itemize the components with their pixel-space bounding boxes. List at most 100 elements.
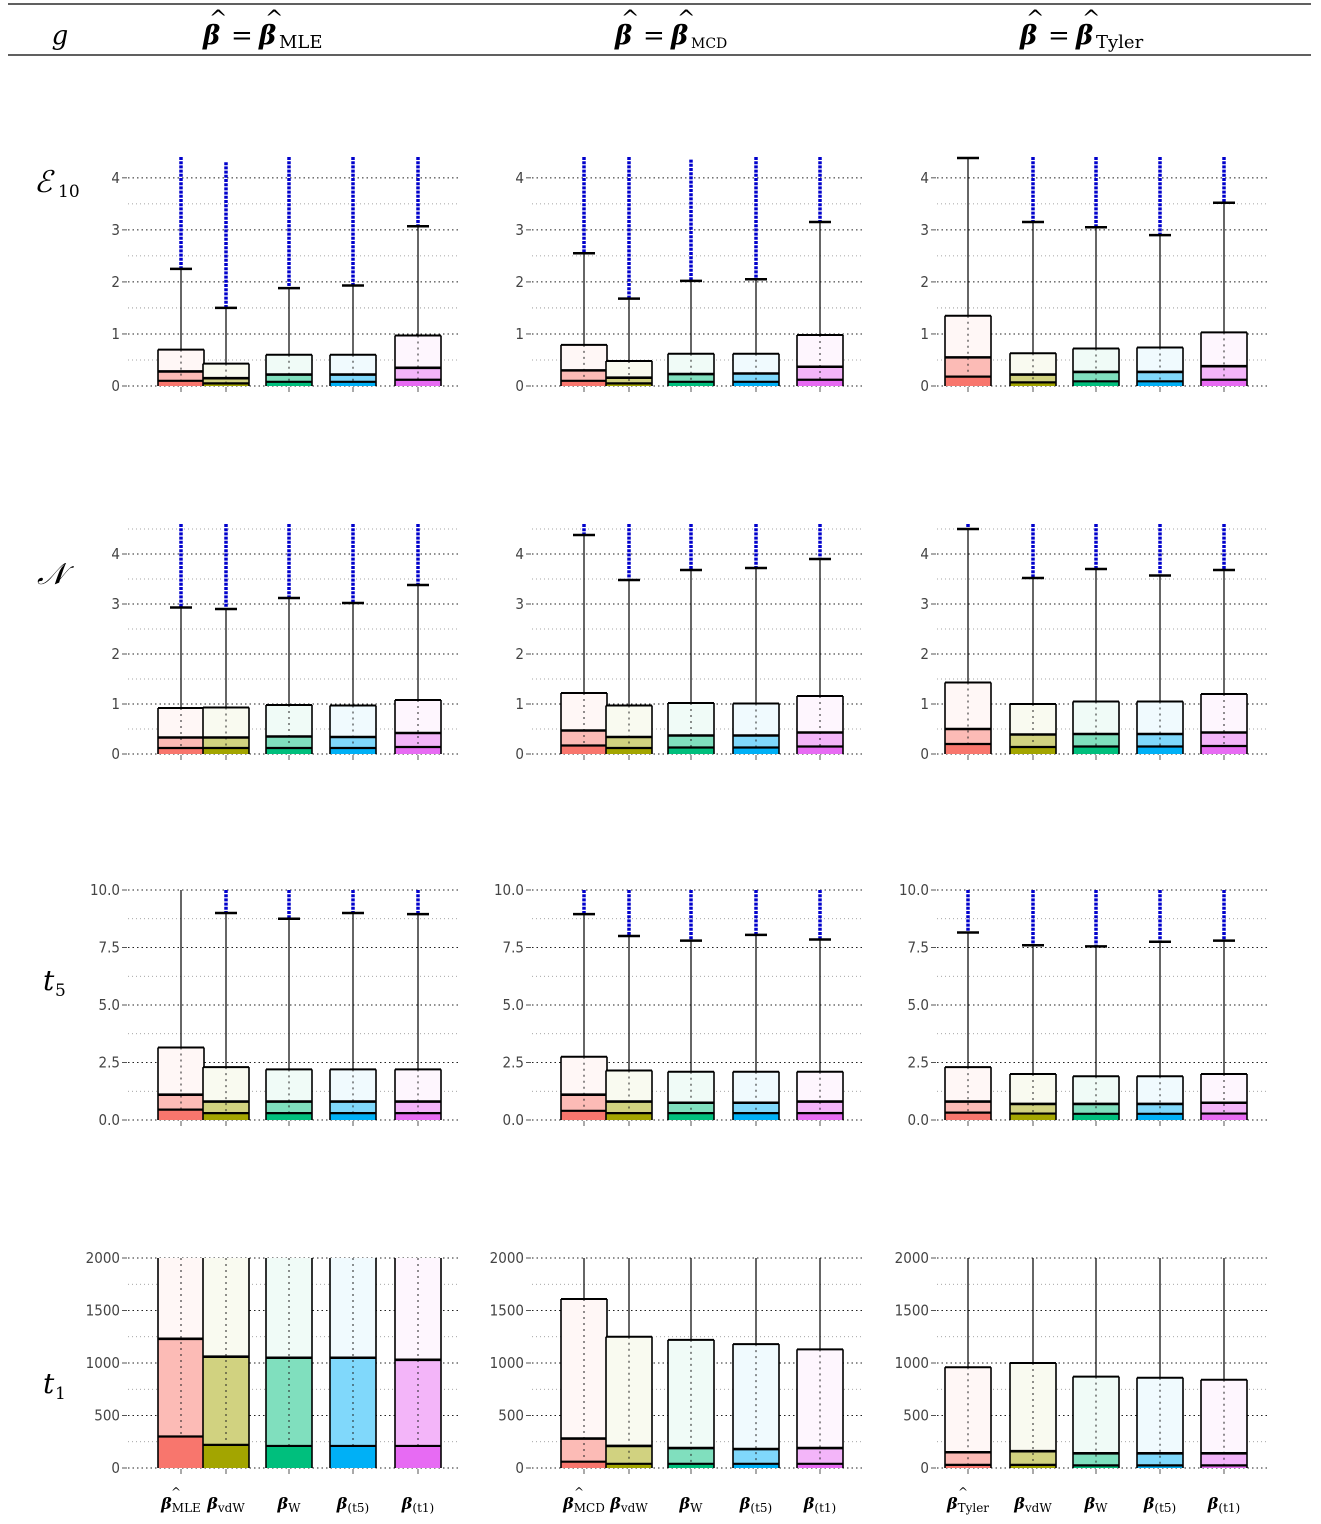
box-(t5): [1136, 524, 1184, 754]
box-vdW: [605, 890, 653, 1120]
x-label-sub: W: [288, 1501, 301, 1515]
y-tick-label: 2: [515, 645, 524, 663]
x-tick-label: β(t5): [1143, 1494, 1176, 1515]
box-upper-fill: [1073, 348, 1119, 372]
x-axis-labels: βMLE^βvdW βW β(t5) β(t1) βMCD^βvdW βW β(t5) β(t…: [160, 1485, 1240, 1515]
box-lower-fill: [266, 374, 312, 382]
x-tick-label: βvdW: [206, 1494, 245, 1515]
box-(t5): [732, 524, 780, 754]
box-bottom-fill: [203, 383, 249, 386]
box-first: [157, 1258, 205, 1468]
box-lower-fill: [1137, 1453, 1183, 1466]
y-tick-label: 2: [920, 273, 929, 291]
box-(t1): [1200, 890, 1248, 1120]
box-W: [667, 890, 715, 1120]
x-tick-label: β(t1): [401, 1494, 434, 1515]
y-tick-label: 5.0: [99, 996, 120, 1014]
header-hat-accent: ^: [677, 7, 695, 32]
x-label-sub: (t5): [1154, 1501, 1176, 1515]
box-first: [157, 524, 205, 754]
header-beta-hat: β: [614, 21, 632, 51]
box-upper-fill: [606, 361, 652, 378]
x-tick-label: βW: [679, 1494, 704, 1515]
box-bottom-fill: [1073, 1465, 1119, 1468]
box-(t5): [1136, 157, 1184, 386]
box-bottom-fill: [203, 1113, 249, 1120]
y-tick-label: 0: [515, 377, 524, 395]
box-bottom-fill: [330, 1113, 376, 1120]
y-tick-label: 2: [111, 645, 120, 663]
y-tick-label: 1: [111, 325, 120, 343]
box-(t5): [732, 890, 780, 1120]
box-lower-fill: [1073, 734, 1119, 747]
box-vdW: [1009, 1258, 1057, 1468]
header-hat-accent: ^: [265, 7, 283, 32]
box-bottom-fill: [1010, 747, 1056, 754]
box-upper-fill: [266, 705, 312, 737]
panel-r0-c1: 0 1 2 3 4: [515, 157, 862, 395]
y-tick-label: 5.0: [908, 996, 929, 1014]
box-upper-fill: [733, 1344, 779, 1450]
box-bottom-fill: [158, 1436, 204, 1468]
box-lower-fill: [945, 357, 991, 377]
box-bottom-fill: [733, 1113, 779, 1120]
header-col-tyler: β ^ = β ^ Tyler: [1019, 7, 1144, 53]
box-bottom-fill: [1010, 1464, 1056, 1468]
box-bottom-fill: [395, 379, 441, 386]
box-(t1): [394, 524, 442, 754]
y-tick-label: 2: [920, 645, 929, 663]
box-bottom-fill: [561, 1110, 607, 1120]
box-bottom-fill: [395, 747, 441, 754]
y-tick-label: 0: [515, 745, 524, 763]
row-label-sub: 1: [55, 1384, 66, 1404]
x-tick-label: βvdW: [609, 1494, 648, 1515]
y-tick-label: 4: [111, 545, 120, 563]
x-label-main: β: [336, 1494, 348, 1513]
box-lower-fill: [330, 374, 376, 382]
box-vdW: [1009, 524, 1057, 754]
y-tick-label: 0: [111, 745, 120, 763]
header-beta-hat: β: [202, 21, 220, 51]
y-tick-label: 1500: [490, 1302, 524, 1320]
box-bottom-fill: [733, 747, 779, 754]
x-label-sub: vdW: [217, 1501, 245, 1515]
box-lower-fill: [733, 373, 779, 382]
box-upper-fill: [330, 705, 376, 737]
box-lower-fill: [203, 1356, 249, 1445]
box-vdW: [1009, 157, 1057, 386]
y-tick-label: 1500: [86, 1302, 120, 1320]
box-lower-fill: [395, 733, 441, 747]
box-lower-fill: [1073, 1103, 1119, 1114]
y-tick-label: 0: [111, 1459, 120, 1477]
box-bottom-fill: [797, 1463, 843, 1468]
box-upper-fill: [203, 1067, 249, 1102]
box-first: [560, 157, 608, 386]
box-bottom-fill: [1010, 1113, 1056, 1120]
x-label-main: β: [803, 1494, 815, 1513]
box-lower-fill: [561, 1094, 607, 1111]
y-tick-label: 4: [920, 169, 929, 187]
box-bottom-fill: [1137, 746, 1183, 754]
x-label-hat: ^: [171, 1485, 181, 1499]
row-label-normal: 𝒩: [37, 557, 75, 592]
y-tick-label: 500: [94, 1407, 120, 1425]
x-label-main: β: [1013, 1494, 1025, 1513]
box-first: [157, 890, 205, 1120]
box-upper-fill: [606, 705, 652, 737]
y-tick-label: 3: [111, 595, 120, 613]
box-bottom-fill: [1201, 379, 1247, 386]
header-beta-hat-rhs: β: [670, 21, 688, 51]
box-(t1): [394, 1258, 442, 1468]
box-W: [1072, 524, 1120, 754]
box-first: [944, 1258, 992, 1468]
x-label-sub: W: [1095, 1501, 1108, 1515]
box-bottom-fill: [203, 748, 249, 754]
header-beta-hat: β: [1019, 21, 1037, 51]
header-hat-accent: ^: [1082, 7, 1100, 32]
box-lower-fill: [158, 737, 204, 748]
y-tick-label: 0: [920, 745, 929, 763]
box-upper-fill: [395, 700, 441, 733]
box-upper-fill: [1201, 332, 1247, 367]
y-tick-label: 4: [920, 545, 929, 563]
box-upper-fill: [668, 703, 714, 736]
